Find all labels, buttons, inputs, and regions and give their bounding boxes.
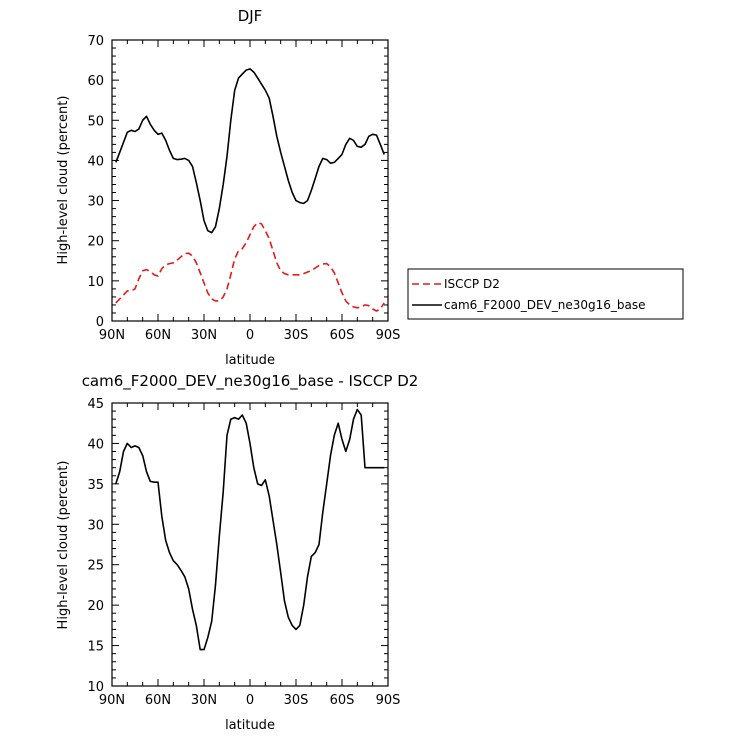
top-ytick-label: 30	[87, 195, 104, 210]
top-xtick-label: 60S	[330, 328, 355, 343]
top-series-lines	[115, 68, 385, 312]
bottom-y-axis-title: High-level cloud (percent)	[56, 461, 71, 630]
top-ytick-label: 70	[87, 34, 104, 49]
bottom-xtick-label: 0	[246, 693, 254, 708]
bottom-ytick-label: 15	[87, 640, 104, 655]
top-series-line-1	[115, 68, 385, 234]
bottom-ytick-label: 45	[87, 397, 104, 412]
top-chart-title: DJF	[238, 7, 263, 25]
bottom-x-axis-title: latitude	[225, 718, 275, 733]
bottom-chart-title: cam6_F2000_DEV_ne30g16_base - ISCCP D2	[82, 372, 419, 391]
bottom-xtick-label: 90N	[99, 693, 125, 708]
legend-label-isccp: ISCCP D2	[444, 277, 500, 291]
bottom-ytick-label: 40	[87, 437, 104, 452]
bottom-xtick-label: 30S	[284, 693, 309, 708]
bottom-tick-labels: 90N 60N 30N 0 30S 60S 90S 10 15 20 25 30 35 40 45	[87, 397, 400, 708]
top-legend: ISCCP D2 cam6_F2000_DEV_ne30g16_base	[407, 268, 684, 320]
bottom-xtick-label: 90S	[376, 693, 401, 708]
bottom-xtick-label: 60S	[330, 693, 355, 708]
bottom-series-line-0	[115, 408, 385, 651]
top-ytick-label: 10	[87, 275, 104, 290]
top-x-axis-title: latitude	[225, 353, 275, 368]
bottom-ytick-label: 25	[87, 559, 104, 574]
top-ytick-label: 60	[87, 74, 104, 89]
bottom-ytick-label: 10	[87, 680, 104, 695]
bottom-series-lines	[115, 408, 385, 651]
top-ytick-label: 0	[96, 315, 104, 330]
top-y-axis-title: High-level cloud (percent)	[56, 96, 71, 265]
top-xtick-label: 30N	[191, 328, 217, 343]
top-ytick-label: 40	[87, 154, 104, 169]
bottom-xtick-label: 30N	[191, 693, 217, 708]
top-ytick-label: 50	[87, 114, 104, 129]
legend-label-cam6: cam6_F2000_DEV_ne30g16_base	[444, 298, 646, 312]
top-panel: DJF 90N 60N 30N 0 30S 60S 90S 0 10 20 30 40 50 60 70 l…	[56, 7, 684, 368]
top-plot-frame	[111, 39, 389, 322]
bottom-ticks	[111, 402, 389, 687]
bottom-ytick-label: 20	[87, 599, 104, 614]
bottom-xtick-label: 60N	[145, 693, 171, 708]
bottom-ytick-label: 30	[87, 518, 104, 533]
top-xtick-label: 0	[246, 328, 254, 343]
top-xtick-label: 60N	[145, 328, 171, 343]
top-tick-labels: 90N 60N 30N 0 30S 60S 90S 0 10 20 30 40 50 60 70	[87, 34, 400, 343]
top-ytick-label: 20	[87, 235, 104, 250]
bottom-panel: cam6_F2000_DEV_ne30g16_base - ISCCP D2 9…	[56, 372, 418, 733]
top-ticks	[111, 39, 389, 322]
legend-box	[407, 268, 684, 320]
top-series-line-0	[115, 221, 385, 312]
top-xtick-label: 90S	[376, 328, 401, 343]
bottom-ytick-label: 35	[87, 478, 104, 493]
top-xtick-label: 30S	[284, 328, 309, 343]
top-xtick-label: 90N	[99, 328, 125, 343]
